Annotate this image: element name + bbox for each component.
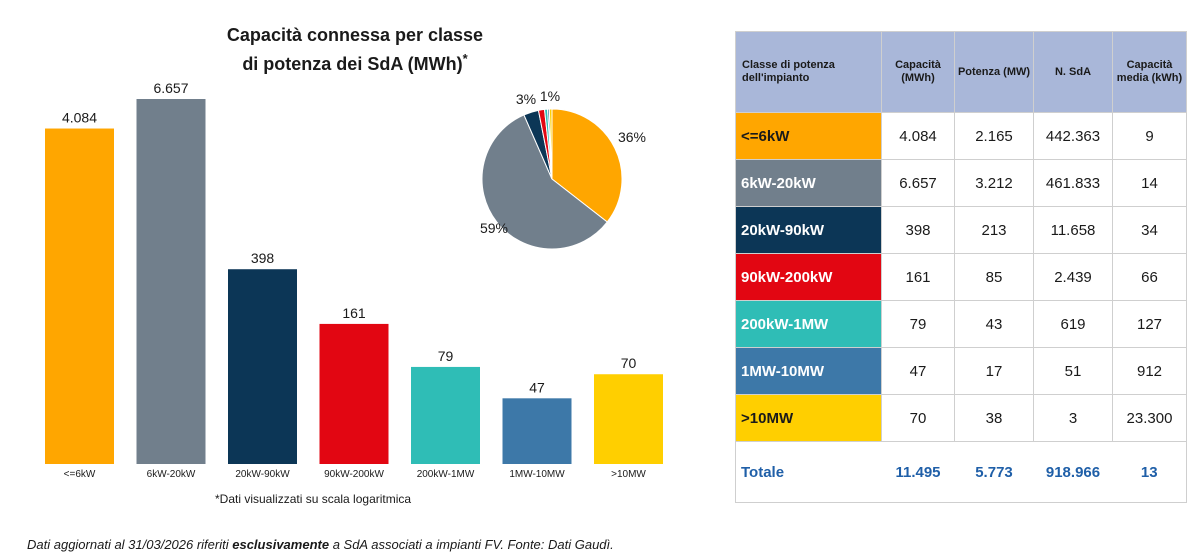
bar-value-label: 4.084 (62, 110, 97, 126)
category-label: >10MW (611, 469, 646, 480)
footnote: Dati aggiornati al 31/03/2026 riferiti e… (27, 537, 614, 552)
bar-chart: 4.084 <=6kW 6.657 6kW-20kW 398 20kW-90kW 161 90… (45, 80, 663, 480)
bar-value-label: 70 (621, 355, 637, 371)
capacity-cell: 4.084 (881, 112, 955, 160)
capacity-cell: 79 (881, 300, 955, 348)
table-row: 20kW-90kW 398 213 11.658 34 (735, 206, 1187, 254)
count-cell: 461.833 (1033, 159, 1113, 207)
count-cell: 442.363 (1033, 112, 1113, 160)
bar-value-label: 47 (529, 379, 545, 395)
pie-chart: 36% 59% 3% 1% (480, 88, 646, 250)
capacity-cell: 6.657 (881, 159, 955, 207)
avg-capacity-cell: 9 (1112, 112, 1187, 160)
class-cell: 90kW-200kW (735, 253, 882, 301)
chart-title: Capacità connessa per classe di potenza … (200, 24, 510, 76)
pie-slice-6 (548, 108, 553, 180)
power-cell: 3.212 (954, 159, 1034, 207)
category-label: 200kW-1MW (417, 469, 475, 480)
header-class: Classe di potenza dell'impianto (735, 31, 882, 113)
table-row: 6kW-20kW 6.657 3.212 461.833 14 (735, 159, 1187, 207)
table-row: 200kW-1MW 79 43 619 127 (735, 300, 1187, 348)
data-table: Classe di potenza dell'impianto Capacità… (735, 31, 1187, 503)
chart-title-line1: Capacità connessa per classe (226, 25, 484, 45)
class-cell: 6kW-20kW (735, 159, 882, 207)
bar-1 (136, 99, 206, 464)
total-capacity: 11.495 (881, 441, 955, 503)
table-header-row: Classe di potenza dell'impianto Capacità… (735, 31, 1187, 113)
table-row: 1MW-10MW 47 17 51 912 (735, 347, 1187, 395)
power-cell: 38 (954, 394, 1034, 442)
count-cell: 2.439 (1033, 253, 1113, 301)
chart-title-line2-text: di potenza dei SdA (MWh) (242, 54, 463, 74)
bar-3 (319, 323, 389, 464)
total-power: 5.773 (954, 441, 1034, 503)
bar-6 (594, 374, 663, 464)
power-cell: 2.165 (954, 112, 1034, 160)
pie-label: 59% (480, 220, 508, 236)
table-row: <=6kW 4.084 2.165 442.363 9 (735, 112, 1187, 160)
class-cell: 1MW-10MW (735, 347, 882, 395)
class-cell: 20kW-90kW (735, 206, 882, 254)
bar-value-label: 161 (342, 305, 366, 321)
category-label: 20kW-90kW (235, 469, 290, 480)
pie-slice-1 (481, 114, 608, 250)
class-cell: <=6kW (735, 112, 882, 160)
count-cell: 619 (1033, 300, 1113, 348)
power-cell: 17 (954, 347, 1034, 395)
avg-capacity-cell: 127 (1112, 300, 1187, 348)
power-cell: 43 (954, 300, 1034, 348)
category-label: 6kW-20kW (147, 469, 196, 480)
header-power: Potenza (MW) (954, 31, 1034, 113)
avg-capacity-cell: 23.300 (1112, 394, 1187, 442)
bar-4 (411, 366, 480, 464)
pie-label: 3% (516, 91, 536, 107)
count-cell: 3 (1033, 394, 1113, 442)
header-capacity: Capacità (MWh) (881, 31, 955, 113)
chart-title-marker: * (462, 51, 468, 66)
header-avg-capacity: Capacità media (kWh) (1112, 31, 1187, 113)
category-label: 90kW-200kW (324, 469, 384, 480)
bar-0 (45, 128, 114, 464)
pie-slice-0 (551, 108, 623, 223)
table-total-row: Totale 11.495 5.773 918.966 13 (735, 441, 1187, 503)
category-label: 1MW-10MW (509, 469, 565, 480)
bar-value-label: 6.657 (153, 80, 188, 96)
pie-label: 36% (618, 129, 646, 145)
table-row: 90kW-200kW 161 85 2.439 66 (735, 253, 1187, 301)
power-cell: 213 (954, 206, 1034, 254)
avg-capacity-cell: 34 (1112, 206, 1187, 254)
header-count: N. SdA (1033, 31, 1113, 113)
pie-label: 1% (540, 88, 560, 104)
capacity-cell: 161 (881, 253, 955, 301)
total-count: 918.966 (1033, 441, 1113, 503)
category-label: <=6kW (64, 469, 96, 480)
class-cell: 200kW-1MW (735, 300, 882, 348)
class-cell: >10MW (735, 394, 882, 442)
bar-value-label: 398 (251, 250, 275, 266)
capacity-cell: 70 (881, 394, 955, 442)
count-cell: 11.658 (1033, 206, 1113, 254)
bar-2 (228, 269, 297, 464)
footnote-bold: esclusivamente (232, 537, 330, 552)
bar-value-label: 79 (438, 348, 454, 364)
total-avg-capacity: 13 (1112, 441, 1187, 503)
total-label: Totale (735, 441, 882, 503)
table-row: >10MW 70 38 3 23.300 (735, 394, 1187, 442)
count-cell: 51 (1033, 347, 1113, 395)
capacity-cell: 398 (881, 206, 955, 254)
power-cell: 85 (954, 253, 1034, 301)
avg-capacity-cell: 912 (1112, 347, 1187, 395)
footnote-after: a SdA associati a impianti FV. Fonte: Da… (329, 537, 614, 552)
chart-title-line2: di potenza dei SdA (MWh)* (200, 47, 510, 76)
log-scale-note: *Dati visualizzati su scala logaritmica (215, 492, 412, 506)
avg-capacity-cell: 14 (1112, 159, 1187, 207)
capacity-cell: 47 (881, 347, 955, 395)
avg-capacity-cell: 66 (1112, 253, 1187, 301)
footnote-before: Dati aggiornati al 31/03/2026 riferiti (27, 537, 233, 552)
bar-5 (502, 398, 572, 464)
